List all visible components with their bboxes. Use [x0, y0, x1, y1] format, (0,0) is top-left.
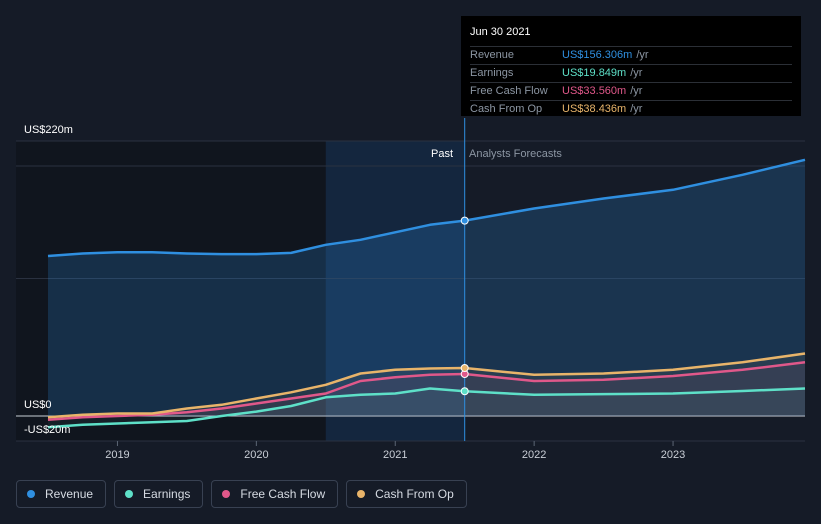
tooltip-row-revenue: Revenue US$156.306m /yr — [470, 46, 792, 64]
marker-cash-from-op — [460, 364, 469, 372]
x-axis: 2019 2020 2021 2022 2023 — [105, 441, 685, 461]
legend-dot-icon — [27, 490, 35, 498]
legend-dot-icon — [125, 490, 134, 498]
y-label-top: US$220m — [24, 124, 73, 136]
series-lines — [47, 158, 806, 429]
x-tick-label: 2019 — [105, 449, 129, 461]
line-revenue — [47, 158, 806, 258]
past-region-dark — [16, 141, 326, 441]
series-markers — [460, 216, 469, 396]
tooltip-value: US$38.436m — [562, 103, 627, 115]
legend-dot-icon — [222, 490, 231, 498]
legend-item-cash-from-op[interactable]: Cash From Op — [346, 480, 467, 508]
past-region-highlight — [325, 141, 465, 441]
area-earnings — [48, 388, 805, 428]
tooltip-unit: /yr — [630, 85, 643, 97]
tooltip-value: US$19.849m — [562, 67, 627, 79]
legend: Revenue Earnings Free Cash Flow Cash Fro… — [16, 480, 467, 508]
series-areas — [48, 159, 805, 428]
tooltip-date: Jun 30 2021 — [470, 26, 531, 38]
y-label-zero: US$0 — [24, 399, 52, 411]
legend-item-revenue[interactable]: Revenue — [16, 480, 107, 508]
legend-label: Free Cash Flow — [240, 487, 326, 501]
line-earnings — [47, 387, 806, 429]
x-tick-label: 2020 — [244, 449, 268, 461]
x-tick-label: 2022 — [522, 449, 546, 461]
line-cash-from-op — [47, 352, 806, 419]
tooltip-unit: /yr — [630, 103, 643, 115]
tooltip-label: Revenue — [470, 49, 515, 61]
tooltip-label: Cash From Op — [470, 103, 543, 115]
tooltip-unit: /yr — [630, 67, 643, 79]
tooltip-value: US$156.306m — [562, 49, 633, 61]
tooltip: Jun 30 2021 Revenue US$156.306m /yr Earn… — [461, 16, 801, 116]
past-label: Past — [431, 148, 453, 160]
tooltip-unit: /yr — [636, 49, 649, 61]
tooltip-label: Free Cash Flow — [470, 85, 548, 97]
tooltip-value: US$33.560m — [562, 85, 627, 97]
legend-label: Cash From Op — [375, 487, 454, 501]
tooltip-label: Earnings — [470, 67, 514, 79]
x-tick-label: 2023 — [661, 449, 685, 461]
area-revenue — [48, 159, 805, 417]
legend-label: Earnings — [143, 487, 191, 501]
tooltip-row-free-cash-flow: Free Cash Flow US$33.560m /yr — [470, 82, 792, 100]
marker-earnings — [460, 387, 469, 396]
tooltip-row-cash-from-op: Cash From Op US$38.436m /yr — [470, 100, 792, 118]
legend-dot-icon — [357, 490, 366, 498]
tooltip-row-earnings: Earnings US$19.849m /yr — [470, 64, 792, 82]
area-free-cash-flow — [48, 362, 805, 420]
x-tick-label: 2021 — [383, 449, 407, 461]
legend-item-earnings[interactable]: Earnings — [114, 480, 204, 508]
marker-revenue — [460, 216, 469, 225]
legend-item-free-cash-flow[interactable]: Free Cash Flow — [211, 480, 339, 508]
forecast-label: Analysts Forecasts — [469, 148, 562, 160]
line-free-cash-flow — [47, 361, 806, 422]
area-cash-from-op — [48, 353, 805, 418]
y-label-bottom: -US$20m — [24, 424, 70, 436]
legend-label: Revenue — [45, 487, 94, 501]
